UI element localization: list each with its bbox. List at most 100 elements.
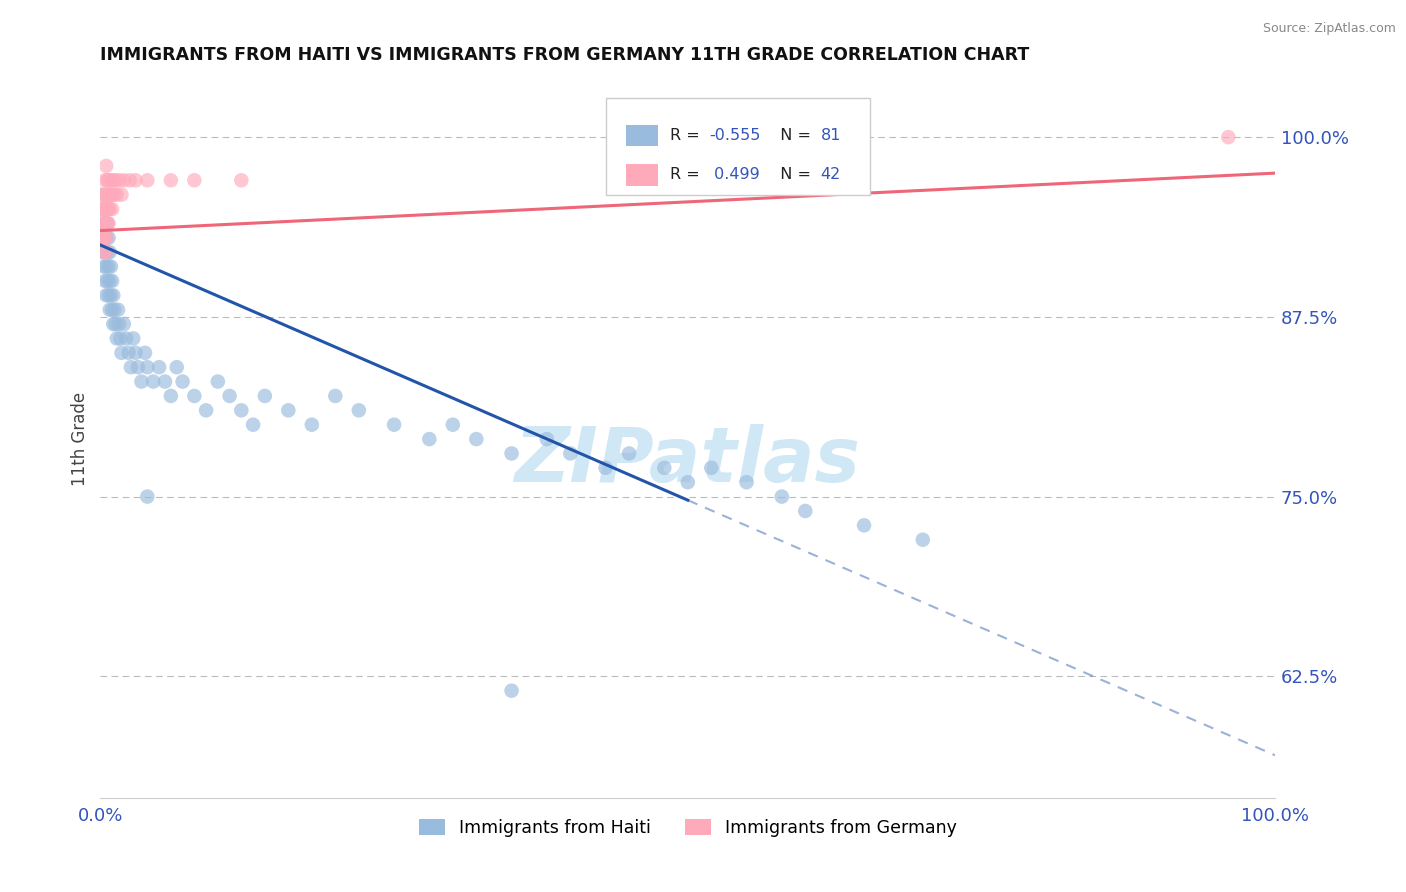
Point: [595, 460, 617, 475]
Point: [676, 475, 699, 490]
Point: [93, 231, 115, 245]
Point: [441, 417, 464, 432]
Point: [105, 187, 128, 202]
Point: [100, 288, 122, 302]
Point: [131, 375, 153, 389]
Point: [183, 389, 205, 403]
Point: [107, 302, 129, 317]
Point: [218, 389, 240, 403]
Point: [91, 202, 114, 216]
Point: [301, 417, 323, 432]
Point: [91, 245, 114, 260]
Point: [160, 173, 183, 187]
Point: [770, 490, 793, 504]
Point: [735, 475, 758, 490]
Point: [98, 302, 121, 317]
Text: N =: N =: [770, 168, 815, 182]
Point: [93, 187, 115, 202]
Point: [103, 173, 125, 187]
Point: [183, 173, 205, 187]
Text: IMMIGRANTS FROM HAITI VS IMMIGRANTS FROM GERMANY 11TH GRADE CORRELATION CHART: IMMIGRANTS FROM HAITI VS IMMIGRANTS FROM…: [100, 46, 1029, 64]
Point: [172, 375, 194, 389]
Point: [91, 216, 114, 230]
Point: [103, 317, 125, 331]
Point: [96, 202, 118, 216]
Point: [94, 231, 117, 245]
Point: [90, 187, 112, 202]
Point: [97, 231, 120, 245]
Point: [103, 187, 125, 202]
Point: [96, 216, 118, 230]
Point: [101, 202, 124, 216]
Point: [277, 403, 299, 417]
Point: [501, 683, 523, 698]
Point: [97, 288, 120, 302]
Point: [93, 245, 115, 260]
Text: N =: N =: [770, 128, 815, 143]
Point: [90, 216, 112, 230]
Point: [100, 187, 122, 202]
Point: [195, 403, 218, 417]
Text: 42: 42: [821, 168, 841, 182]
Point: [134, 346, 156, 360]
Point: [96, 288, 118, 302]
Point: [560, 446, 582, 460]
Point: [94, 274, 117, 288]
Point: [94, 245, 117, 260]
Point: [91, 231, 114, 245]
Point: [110, 331, 132, 345]
Point: [652, 460, 675, 475]
Point: [136, 173, 159, 187]
Point: [120, 360, 142, 375]
Point: [148, 360, 170, 375]
FancyBboxPatch shape: [606, 97, 870, 194]
Point: [136, 490, 159, 504]
Point: [231, 403, 253, 417]
Point: [103, 288, 125, 302]
Point: [101, 187, 124, 202]
Point: [96, 187, 118, 202]
Point: [96, 159, 118, 173]
Point: [142, 375, 165, 389]
Text: 0.499: 0.499: [709, 168, 759, 182]
Point: [160, 389, 183, 403]
Point: [94, 202, 117, 216]
Point: [94, 173, 117, 187]
Point: [93, 202, 115, 216]
Point: [166, 360, 188, 375]
Point: [97, 173, 120, 187]
Point: [96, 274, 118, 288]
Point: [207, 375, 229, 389]
Point: [104, 173, 127, 187]
Point: [418, 432, 440, 446]
Point: [122, 331, 145, 345]
Point: [94, 216, 117, 230]
Point: [1218, 130, 1240, 145]
Point: [242, 417, 264, 432]
Text: R =: R =: [671, 128, 704, 143]
Legend: Immigrants from Haiti, Immigrants from Germany: Immigrants from Haiti, Immigrants from G…: [412, 812, 965, 844]
Point: [501, 446, 523, 460]
Bar: [626, 125, 658, 146]
Point: [96, 231, 118, 245]
Point: [98, 202, 121, 216]
Point: [617, 446, 640, 460]
Point: [117, 346, 139, 360]
Text: R =: R =: [671, 168, 704, 182]
Point: [96, 216, 118, 230]
Point: [112, 317, 135, 331]
Point: [124, 346, 146, 360]
Point: [96, 245, 118, 260]
Point: [96, 202, 118, 216]
Text: 81: 81: [821, 128, 841, 143]
Point: [136, 360, 159, 375]
Point: [97, 216, 120, 230]
Point: [231, 173, 253, 187]
Point: [104, 317, 127, 331]
Point: [382, 417, 405, 432]
Point: [347, 403, 370, 417]
Point: [103, 302, 125, 317]
Point: [118, 173, 141, 187]
Point: [93, 260, 115, 274]
Point: [115, 331, 138, 345]
